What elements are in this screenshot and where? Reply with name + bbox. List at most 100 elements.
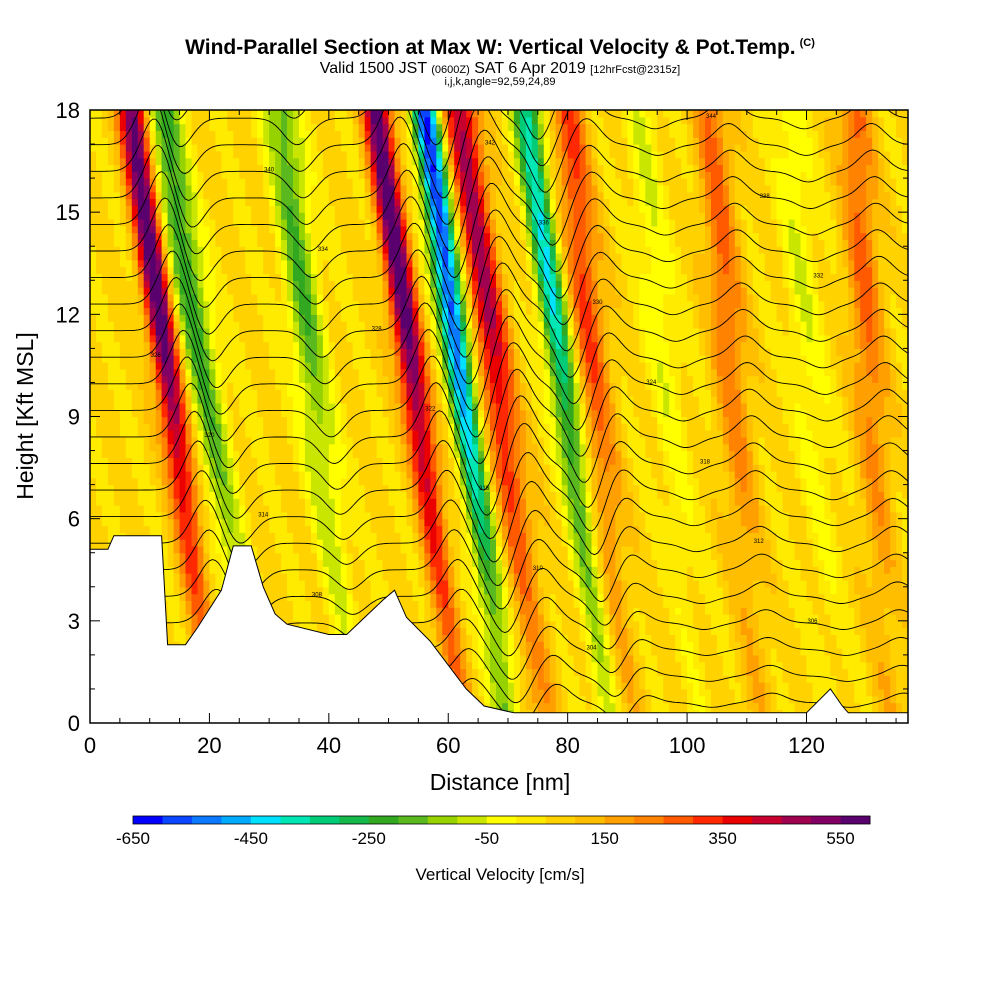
velocity-cell xyxy=(221,566,228,574)
velocity-cell xyxy=(119,484,127,493)
velocity-cell xyxy=(358,498,366,506)
velocity-cell xyxy=(675,641,682,649)
velocity-cell xyxy=(340,484,348,493)
velocity-cell xyxy=(866,600,873,608)
velocity-cell xyxy=(436,539,443,547)
velocity-cell xyxy=(316,559,324,567)
velocity-cell xyxy=(185,491,193,499)
velocity-cell xyxy=(597,593,605,602)
velocity-cell xyxy=(549,593,557,602)
velocity-cell xyxy=(687,532,694,540)
velocity-cell xyxy=(119,498,127,506)
velocity-cell xyxy=(812,518,820,527)
velocity-cell xyxy=(173,627,181,636)
velocity-cell xyxy=(490,586,497,595)
velocity-cell xyxy=(716,600,724,608)
velocity-cell xyxy=(388,580,396,588)
velocity-cell xyxy=(657,566,664,574)
velocity-cell xyxy=(310,532,318,540)
velocity-cell xyxy=(90,484,97,493)
velocity-cell xyxy=(478,477,485,486)
velocity-cell xyxy=(424,580,431,588)
velocity-cell xyxy=(812,675,820,683)
velocity-cell xyxy=(567,518,575,527)
velocity-cell xyxy=(669,545,676,554)
velocity-cell xyxy=(746,675,754,683)
velocity-cell xyxy=(663,695,670,704)
velocity-cell xyxy=(239,484,246,493)
velocity-cell xyxy=(896,586,903,595)
velocity-cell xyxy=(711,491,718,499)
velocity-cell xyxy=(800,484,808,493)
velocity-cell xyxy=(555,661,563,670)
velocity-cell xyxy=(854,682,861,690)
velocity-cell xyxy=(406,545,414,554)
velocity-cell xyxy=(675,484,682,493)
velocity-cell xyxy=(812,620,820,629)
velocity-cell xyxy=(513,491,521,499)
velocity-cell xyxy=(555,566,563,574)
velocity-cell xyxy=(788,491,796,499)
velocity-cell xyxy=(293,620,300,629)
velocity-cell xyxy=(113,471,121,479)
velocity-cell xyxy=(275,539,282,547)
velocity-cell xyxy=(334,545,342,554)
velocity-cell xyxy=(633,702,640,711)
velocity-cell xyxy=(203,498,210,506)
velocity-cell xyxy=(776,573,784,581)
velocity-cell xyxy=(866,620,873,629)
velocity-cell xyxy=(573,688,581,697)
velocity-cell xyxy=(848,532,855,540)
velocity-cell xyxy=(842,511,849,520)
velocity-cell xyxy=(585,675,593,683)
velocity-cell xyxy=(812,688,820,697)
velocity-cell xyxy=(716,559,724,567)
velocity-cell xyxy=(872,511,879,520)
velocity-cell xyxy=(711,532,718,540)
velocity-cell xyxy=(191,580,199,588)
velocity-cell xyxy=(209,511,216,520)
velocity-cell xyxy=(872,545,879,554)
velocity-cell xyxy=(328,614,336,622)
velocity-cell xyxy=(812,532,820,540)
velocity-cell xyxy=(585,477,593,486)
velocity-cell xyxy=(830,688,837,697)
velocity-cell xyxy=(328,518,336,527)
velocity-cell xyxy=(394,552,402,561)
velocity-cell xyxy=(215,532,222,540)
velocity-cell xyxy=(173,586,181,595)
velocity-cell xyxy=(478,518,485,527)
velocity-cell xyxy=(776,477,784,486)
velocity-cell xyxy=(149,471,157,479)
velocity-cell xyxy=(788,484,796,493)
velocity-cell xyxy=(334,525,342,533)
velocity-cell xyxy=(406,498,414,506)
velocity-cell xyxy=(418,566,425,574)
velocity-field xyxy=(90,110,908,723)
velocity-cell xyxy=(800,586,808,595)
velocity-cell xyxy=(675,491,682,499)
velocity-cell xyxy=(358,566,366,574)
velocity-cell xyxy=(209,491,216,499)
velocity-cell xyxy=(758,491,766,499)
velocity-cell xyxy=(746,559,754,567)
velocity-cell xyxy=(627,620,634,629)
velocity-cell xyxy=(705,634,712,642)
velocity-cell xyxy=(519,498,527,506)
velocity-cell xyxy=(627,552,634,561)
velocity-cell xyxy=(705,641,712,649)
velocity-cell xyxy=(400,593,408,602)
velocity-cell xyxy=(794,654,802,663)
velocity-cell xyxy=(430,559,437,567)
velocity-cell xyxy=(675,559,682,567)
velocity-cell xyxy=(107,477,115,486)
velocity-cell xyxy=(358,580,366,588)
velocity-cell xyxy=(699,641,706,649)
velocity-cell xyxy=(722,641,730,649)
velocity-cell xyxy=(758,600,766,608)
velocity-cell xyxy=(872,491,879,499)
velocity-cell xyxy=(519,525,527,533)
velocity-cell xyxy=(376,573,384,581)
velocity-cell xyxy=(531,566,539,574)
velocity-cell xyxy=(287,511,294,520)
